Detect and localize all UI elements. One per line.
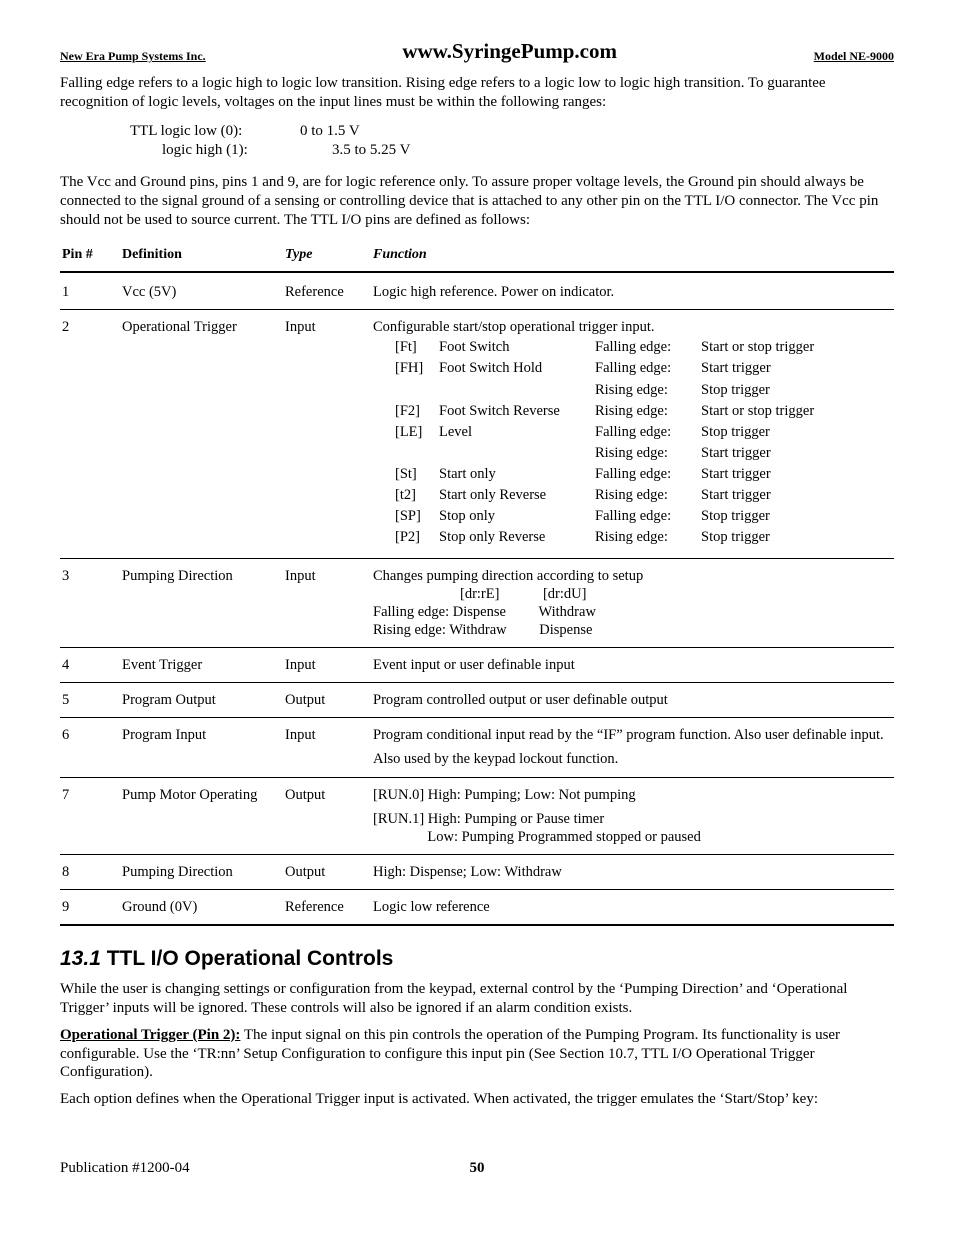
- section-paragraph-1: While the user is changing settings or c…: [60, 980, 894, 1018]
- section-title: TTL I/O Operational Controls: [107, 947, 394, 970]
- cell-pin: 9: [60, 890, 120, 926]
- cell-definition: Program Output: [120, 683, 283, 718]
- cell-type: Input: [283, 558, 371, 648]
- table-row: 4Event TriggerInputEvent input or user d…: [60, 648, 894, 683]
- table-row: 9Ground (0V)ReferenceLogic low reference: [60, 890, 894, 926]
- th-type: Type: [283, 240, 371, 273]
- footer-spacer: [507, 1159, 894, 1178]
- cell-pin: 7: [60, 777, 120, 854]
- cell-function: Event input or user definable input: [371, 648, 894, 683]
- cell-definition: Operational Trigger: [120, 310, 283, 558]
- th-function: Function: [371, 240, 894, 273]
- section-number: 13.1: [60, 947, 101, 970]
- cell-type: Reference: [283, 272, 371, 310]
- cell-definition: Pump Motor Operating: [120, 777, 283, 854]
- cell-pin: 8: [60, 854, 120, 889]
- table-row: 3Pumping DirectionInputChanges pumping d…: [60, 558, 894, 648]
- ttl-high-value: 3.5 to 5.25 V: [332, 141, 410, 160]
- cell-pin: 6: [60, 718, 120, 777]
- th-pin: Pin #: [60, 240, 120, 273]
- cell-pin: 3: [60, 558, 120, 648]
- cell-definition: Ground (0V): [120, 890, 283, 926]
- table-row: 1Vcc (5V)ReferenceLogic high reference. …: [60, 272, 894, 310]
- cell-function: Program controlled output or user defina…: [371, 683, 894, 718]
- cell-definition: Event Trigger: [120, 648, 283, 683]
- pin-table: Pin # Definition Type Function 1Vcc (5V)…: [60, 240, 894, 927]
- ttl-voltage-block: TTL logic low (0): 0 to 1.5 V logic high…: [130, 122, 894, 160]
- header-model: Model NE-9000: [814, 49, 894, 64]
- th-definition: Definition: [120, 240, 283, 273]
- footer-page-number: 50: [447, 1159, 507, 1178]
- ttl-low-value: 0 to 1.5 V: [300, 122, 360, 141]
- table-row: 8Pumping DirectionOutputHigh: Dispense; …: [60, 854, 894, 889]
- page-footer: Publication #1200-04 50: [60, 1159, 894, 1178]
- ttl-low-label: TTL logic low (0):: [130, 122, 300, 141]
- cell-pin: 1: [60, 272, 120, 310]
- cell-function: High: Dispense; Low: Withdraw: [371, 854, 894, 889]
- cell-definition: Pumping Direction: [120, 854, 283, 889]
- cell-type: Output: [283, 683, 371, 718]
- cell-function: Changes pumping direction according to s…: [371, 558, 894, 648]
- cell-type: Input: [283, 718, 371, 777]
- cell-function: Configurable start/stop operational trig…: [371, 310, 894, 558]
- header-url: www.SyringePump.com: [402, 38, 617, 64]
- intro-paragraph-2: The Vcc and Ground pins, pins 1 and 9, a…: [60, 173, 894, 229]
- cell-type: Output: [283, 777, 371, 854]
- cell-function: Program conditional input read by the “I…: [371, 718, 894, 777]
- cell-definition: Pumping Direction: [120, 558, 283, 648]
- table-row: 6Program InputInputProgram conditional i…: [60, 718, 894, 777]
- cell-pin: 4: [60, 648, 120, 683]
- footer-publication: Publication #1200-04: [60, 1159, 447, 1178]
- cell-definition: Vcc (5V): [120, 272, 283, 310]
- cell-function: Logic high reference. Power on indicator…: [371, 272, 894, 310]
- op-trigger-lead: Operational Trigger (Pin 2):: [60, 1027, 240, 1043]
- cell-function: Logic low reference: [371, 890, 894, 926]
- intro-paragraph-1: Falling edge refers to a logic high to l…: [60, 74, 894, 112]
- cell-type: Output: [283, 854, 371, 889]
- cell-pin: 2: [60, 310, 120, 558]
- cell-function: [RUN.0] High: Pumping; Low: Not pumping[…: [371, 777, 894, 854]
- pin-table-header-row: Pin # Definition Type Function: [60, 240, 894, 273]
- cell-type: Input: [283, 310, 371, 558]
- cell-definition: Program Input: [120, 718, 283, 777]
- cell-type: Input: [283, 648, 371, 683]
- section-paragraph-2: Operational Trigger (Pin 2): The input s…: [60, 1026, 894, 1082]
- header-company: New Era Pump Systems Inc.: [60, 49, 206, 64]
- section-heading: 13.1 TTL I/O Operational Controls: [60, 946, 894, 972]
- ttl-high-label: logic high (1):: [130, 141, 332, 160]
- section-paragraph-3: Each option defines when the Operational…: [60, 1090, 894, 1109]
- table-row: 2Operational TriggerInputConfigurable st…: [60, 310, 894, 558]
- cell-pin: 5: [60, 683, 120, 718]
- cell-type: Reference: [283, 890, 371, 926]
- page-header: New Era Pump Systems Inc. www.SyringePum…: [60, 38, 894, 64]
- table-row: 7Pump Motor OperatingOutput[RUN.0] High:…: [60, 777, 894, 854]
- table-row: 5Program OutputOutputProgram controlled …: [60, 683, 894, 718]
